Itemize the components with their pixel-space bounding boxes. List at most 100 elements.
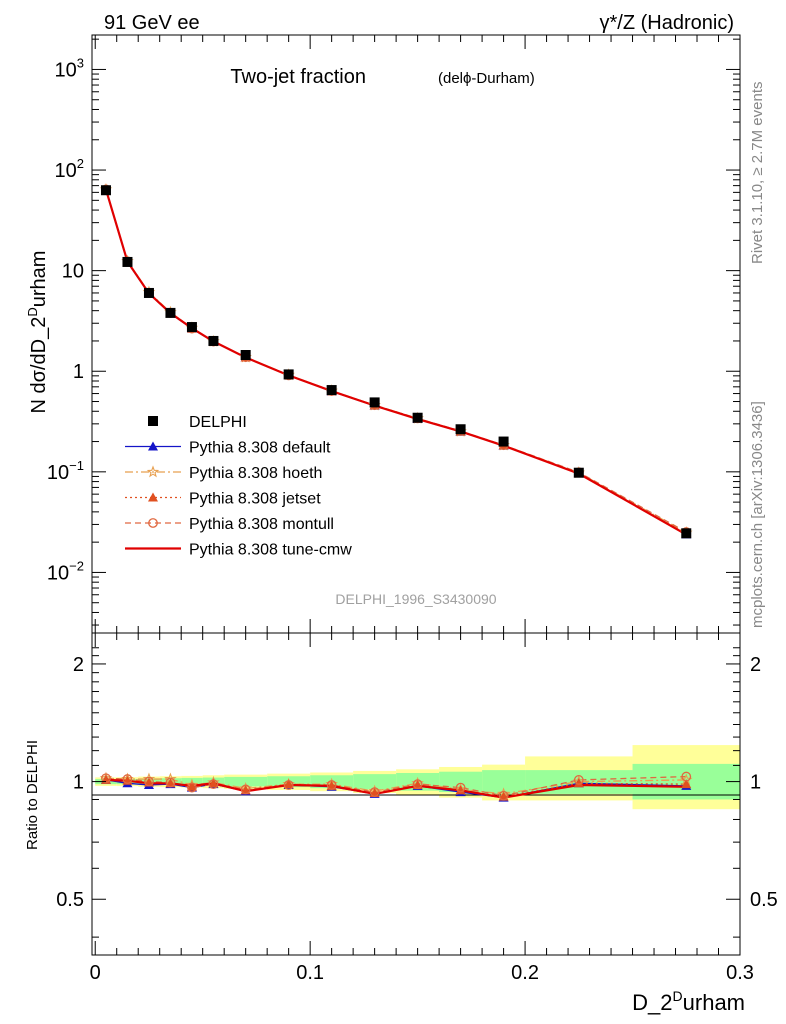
data-point-delphi — [208, 335, 219, 346]
ratio-point-pythia-8-308-montull — [369, 787, 380, 797]
ratio-point-pythia-8-308-montull — [681, 771, 692, 782]
legend-item-pythia-8-308-jetset: Pythia 8.308 jetset — [125, 491, 321, 508]
rivet-label: Rivet 3.1.10, ≥ 2.7M events — [749, 82, 766, 265]
ratio-point-pythia-8-308-jetset — [369, 788, 380, 798]
legend-item-pythia-8-308-default: Pythia 8.308 default — [125, 440, 331, 457]
data-point-delphi — [412, 412, 423, 423]
data-point-delphi — [100, 185, 111, 196]
ratio-point-pythia-8-308-jetset — [326, 780, 337, 790]
legend-item-pythia-8-308-hoeth: Pythia 8.308 hoeth — [125, 465, 322, 482]
ratio-series-markers — [99, 771, 693, 802]
legend-label: DELPHI — [189, 414, 247, 431]
y-tick-label: 102 — [55, 156, 84, 182]
ratio-point-pythia-8-308-jetset — [186, 781, 197, 791]
ratio-y-tick-label: 0.5 — [56, 889, 84, 911]
ratio-point-pythia-8-308-montull — [122, 774, 133, 784]
data-point-delphi — [455, 424, 466, 435]
ratio-point-pythia-8-308-montull — [101, 773, 111, 784]
main-series-markers — [99, 182, 693, 539]
x-tick-label: 0 — [90, 962, 101, 984]
chart-title-suffix: (delϕ-Durham) — [438, 70, 535, 87]
ratio-y-tick-label: 2 — [73, 654, 84, 676]
ratio-point-pythia-8-308-jetset — [412, 780, 423, 790]
data-point-delphi — [143, 287, 154, 298]
series-line-pythia-8-308-jetset — [105, 189, 687, 535]
x-tick-label: 0.1 — [296, 962, 324, 984]
ratio-y-tick-label-right: 2 — [750, 654, 761, 676]
x-axis-label: D_2Durham — [632, 988, 745, 1015]
data-point-delphi — [165, 307, 176, 318]
ratio-point-pythia-8-308-jetset — [283, 779, 294, 789]
data-point-delphi — [186, 322, 197, 333]
ratio-point-pythia-8-308-montull — [240, 784, 251, 795]
chart-title: Two-jet fraction — [230, 66, 366, 88]
ratio-point-pythia-8-308-montull — [187, 782, 197, 793]
uncertainty-band-inner — [439, 771, 483, 793]
y-tick-label: 10 — [62, 261, 84, 283]
legend-swatch-marker — [148, 492, 158, 502]
x-tick-label: 0.3 — [726, 962, 754, 984]
ratio-axes: 0.5 0.5 1 1 2 2 0 0.1 0.2 0.3 — [56, 632, 778, 984]
ratio-panel: 0.5 0.5 1 1 2 2 0 0.1 0.2 0.3 Ratio to DELPHI D_2… — [24, 632, 778, 1015]
legend-item-delphi: DELPHI — [148, 414, 247, 431]
data-point-delphi — [326, 385, 337, 396]
ratio-point-pythia-8-308-montull — [412, 779, 423, 790]
legend-swatch-marker — [146, 465, 160, 478]
ratio-point-pythia-8-308-jetset — [498, 791, 509, 801]
data-point-delphi — [122, 256, 133, 267]
data-point-delphi — [681, 528, 692, 539]
main-series-lines — [104, 189, 687, 536]
data-point-delphi — [573, 467, 584, 478]
header-left: 91 GeV ee — [104, 12, 200, 34]
ratio-line-pythia-8-308-hoeth — [105, 777, 687, 795]
ratio-y-tick-label-right: 1 — [750, 772, 761, 794]
legend-label: Pythia 8.308 hoeth — [189, 465, 322, 482]
ratio-point-pythia-8-308-montull — [326, 780, 337, 790]
series-line-pythia-8-308-default — [105, 189, 687, 535]
data-point-delphi — [498, 436, 509, 447]
legend-swatch-marker — [148, 518, 158, 528]
ratio-y-tick-label-right: 0.5 — [750, 889, 778, 911]
header-right: γ*/Z (Hadronic) — [600, 12, 734, 34]
ratio-frame — [91, 632, 741, 956]
legend-swatch-marker — [148, 416, 158, 426]
y-tick-label: 103 — [55, 55, 84, 81]
mcplots-label: mcplots.cern.ch [arXiv:1306.3436] — [749, 401, 766, 628]
y-axis-label-ratio: Ratio to DELPHI — [24, 740, 41, 850]
ratio-point-pythia-8-308-montull — [283, 780, 294, 790]
ratio-y-tick-label: 1 — [73, 772, 84, 794]
analysis-watermark: DELPHI_1996_S3430090 — [335, 591, 496, 607]
uncertainty-band-inner — [353, 774, 397, 790]
ratio-point-pythia-8-308-montull — [498, 790, 509, 801]
legend-label: Pythia 8.308 jetset — [189, 491, 321, 508]
data-point-delphi — [283, 369, 294, 380]
y-axis-label-main: N dσ/dD_2Durham — [25, 251, 50, 414]
ratio-point-pythia-8-308-montull — [573, 775, 584, 785]
legend-item-pythia-8-308-tune-cmw: Pythia 8.308 tune-cmw — [125, 542, 352, 559]
ratio-point-pythia-8-308-montull — [455, 782, 466, 793]
y-tick-label: 1 — [73, 361, 84, 383]
uncertainty-band-inner — [482, 770, 526, 794]
uncertainty-band-inner — [181, 777, 203, 786]
ratio-point-pythia-8-308-jetset — [208, 778, 219, 788]
ratio-point-pythia-8-308-montull — [208, 779, 219, 790]
series-line-pythia-8-308-tune-cmw — [104, 189, 687, 536]
legend: DELPHI Pythia 8.308 default Pythia 8.308 h… — [125, 414, 352, 559]
legend-item-pythia-8-308-montull: Pythia 8.308 montull — [125, 516, 334, 533]
ratio-point-pythia-8-308-montull — [165, 777, 176, 788]
ratio-point-pythia-8-308-jetset — [165, 778, 176, 788]
legend-label: Pythia 8.308 montull — [189, 516, 334, 533]
y-tick-label: 10−1 — [47, 458, 84, 484]
ratio-point-pythia-8-308-jetset — [143, 777, 154, 787]
x-tick-label: 0.2 — [511, 962, 539, 984]
data-point-delphi — [240, 350, 251, 361]
y-tick-label: 10−2 — [47, 558, 84, 584]
ratio-point-pythia-8-308-jetset — [681, 779, 692, 789]
uncertainty-band-inner — [224, 776, 268, 787]
data-point-delphi — [369, 397, 380, 408]
ratio-point-pythia-8-308-montull — [144, 776, 154, 787]
legend-label: Pythia 8.308 tune-cmw — [189, 542, 352, 559]
